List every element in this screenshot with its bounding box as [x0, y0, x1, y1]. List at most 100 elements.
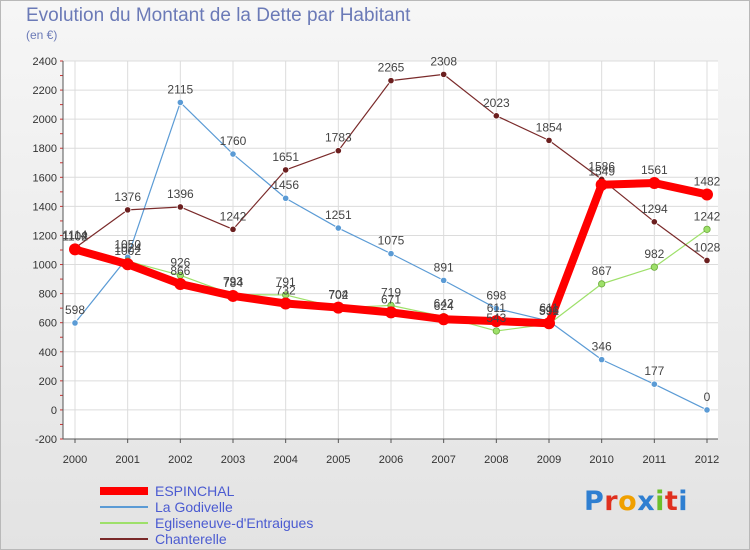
y-tick-label: -200 — [35, 434, 57, 446]
logo-letter: r — [604, 486, 619, 517]
data-label: 1242 — [694, 209, 721, 223]
y-tick-label: 1800 — [33, 143, 57, 155]
y-tick-label: 400 — [39, 347, 57, 359]
data-point — [227, 289, 239, 302]
data-point — [334, 147, 342, 155]
chart-title: Evolution du Montant de la Dette par Hab… — [26, 5, 411, 26]
data-label: 1456 — [272, 178, 299, 192]
data-label: 1549 — [588, 165, 615, 179]
y-tick-label: 1600 — [33, 172, 57, 184]
x-tick-label: 2011 — [643, 454, 667, 466]
x-tick-label: 2007 — [431, 454, 455, 466]
data-label: 1854 — [536, 120, 563, 134]
data-label: 346 — [592, 340, 612, 354]
data-point — [385, 306, 397, 319]
data-label: 591 — [539, 304, 559, 318]
proxiti-logo: Proxiti — [584, 486, 688, 517]
data-point — [650, 263, 658, 271]
data-label: 793 — [223, 275, 243, 289]
data-label: 866 — [170, 264, 190, 278]
data-point — [229, 150, 237, 158]
data-point — [648, 176, 661, 189]
data-label: 1561 — [641, 163, 668, 177]
data-label: 867 — [592, 264, 612, 278]
data-label: 704 — [328, 288, 348, 302]
logo-letter: P — [584, 486, 605, 517]
x-tick-label: 2002 — [168, 454, 192, 466]
data-label: 1002 — [114, 244, 141, 258]
data-label: 926 — [170, 255, 190, 269]
data-point — [490, 315, 503, 328]
x-tick-label: 2009 — [537, 454, 561, 466]
data-point — [598, 280, 606, 288]
data-point — [701, 188, 713, 201]
data-point — [282, 194, 290, 202]
data-label: 2023 — [483, 96, 510, 110]
data-label: 1294 — [641, 202, 668, 216]
data-label: 1242 — [220, 209, 247, 223]
data-point — [174, 278, 187, 291]
data-label: 177 — [644, 364, 664, 378]
logo-letter: t — [664, 486, 679, 517]
data-label: 1028 — [694, 240, 721, 254]
x-tick-label: 2006 — [379, 454, 403, 466]
y-tick-label: 1000 — [33, 260, 57, 272]
y-tick-label: 2000 — [33, 114, 57, 126]
data-label: 2115 — [167, 82, 193, 96]
data-label: 732 — [276, 284, 296, 298]
data-point — [595, 178, 608, 191]
data-label: 1114 — [63, 228, 88, 242]
data-point — [334, 224, 342, 232]
data-label: 624 — [434, 299, 454, 313]
y-tick-label: 200 — [39, 376, 57, 388]
x-tick-label: 2000 — [63, 454, 87, 466]
x-tick-label: 2008 — [484, 454, 508, 466]
data-label: 719 — [381, 285, 401, 299]
data-point — [437, 313, 450, 326]
data-label: 1783 — [325, 131, 352, 145]
data-label: 784 — [223, 276, 243, 290]
y-tick-label: 2400 — [33, 56, 57, 68]
data-label: 611 — [487, 301, 506, 315]
data-point — [440, 276, 448, 284]
data-label: 702 — [328, 288, 348, 302]
data-label: 1102 — [62, 230, 88, 244]
data-label: 642 — [434, 297, 454, 311]
data-point — [598, 356, 606, 364]
data-label: 1586 — [588, 159, 615, 173]
logo-letter: x — [637, 486, 656, 517]
data-label: 596 — [539, 303, 559, 317]
data-point — [650, 380, 658, 388]
data-label: 1482 — [694, 174, 721, 188]
data-label: 1651 — [272, 150, 299, 164]
logo-letter: i — [678, 486, 689, 517]
data-point — [71, 319, 79, 327]
x-tick-label: 2004 — [273, 454, 297, 466]
data-point — [650, 218, 658, 226]
x-tick-label: 2003 — [221, 454, 245, 466]
data-point — [124, 206, 132, 214]
data-label: 2265 — [378, 61, 405, 75]
legend-label: ESPINCHAL — [155, 483, 235, 499]
data-label: 1396 — [167, 187, 194, 201]
data-label: 0 — [704, 390, 711, 404]
data-point — [440, 70, 448, 78]
data-label: 1024 — [114, 241, 141, 255]
data-label: 791 — [276, 275, 296, 289]
data-label: 671 — [381, 292, 401, 306]
data-label: 891 — [434, 260, 454, 274]
data-point — [229, 225, 237, 233]
x-tick-label: 2005 — [326, 454, 350, 466]
x-tick-label: 2010 — [589, 454, 613, 466]
data-label: 982 — [644, 247, 664, 261]
data-point — [492, 112, 500, 120]
data-point — [703, 256, 711, 265]
data-label: 1104 — [62, 229, 88, 243]
data-label: 2308 — [430, 54, 457, 68]
data-label: 543 — [486, 311, 506, 325]
x-tick-label: 2001 — [115, 454, 139, 466]
data-point — [282, 166, 290, 174]
chart-subtitle: (en €) — [26, 28, 58, 42]
data-label: 598 — [65, 303, 85, 317]
